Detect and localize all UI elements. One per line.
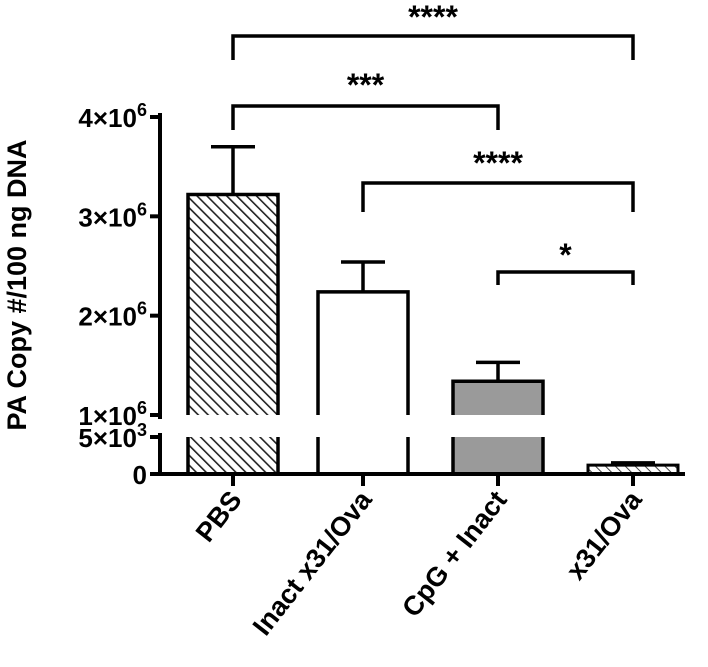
- bar-outline-lower: [451, 437, 545, 474]
- y-tick-label: 3×106: [78, 199, 147, 232]
- bar-outline-lower: [186, 437, 280, 474]
- significance-label: *: [559, 237, 572, 273]
- y-axis: 1×106 2×106 3×106 4×106 0 5×103: [78, 100, 162, 490]
- significance-bracket: [231, 34, 635, 60]
- y-tick-label: 4×106: [78, 100, 147, 133]
- bar-lower-segment: [318, 437, 408, 474]
- bars-group: [160, 145, 685, 486]
- x-tick-label: x31/Ova: [560, 484, 648, 585]
- bar-outline-lower: [316, 437, 410, 474]
- y-tick-label: 2×106: [78, 299, 147, 332]
- bar-lower-segment: [188, 437, 278, 474]
- bar-outline: [451, 379, 545, 415]
- y-axis-label: PA Copy #/100 ng DNA: [2, 139, 32, 430]
- x-tick-label: CpG + Inact: [396, 485, 512, 622]
- y-tick-label: 0: [133, 460, 147, 490]
- significance-label: ****: [473, 145, 523, 181]
- bar: [318, 291, 408, 415]
- x-tick-label: PBS: [190, 485, 248, 547]
- bar: [188, 194, 278, 415]
- bar-lower-segment: [453, 437, 543, 474]
- bar-outline: [316, 290, 410, 415]
- significance-brackets: ************: [231, 0, 635, 285]
- y-tick-label: 1×106: [78, 398, 147, 431]
- significance-label: ***: [347, 67, 385, 103]
- significance-label: ****: [408, 0, 458, 35]
- x-tick-labels: PBS Inact x31/Ova CpG + Inact x31/Ova: [190, 484, 648, 640]
- significance-bracket: [231, 104, 500, 130]
- significance-bracket: [496, 270, 635, 285]
- significance-bracket: [361, 181, 635, 212]
- x-tick-label: Inact x31/Ova: [247, 484, 378, 640]
- bar: [453, 381, 543, 415]
- y-tick-label: 5×103: [78, 420, 147, 453]
